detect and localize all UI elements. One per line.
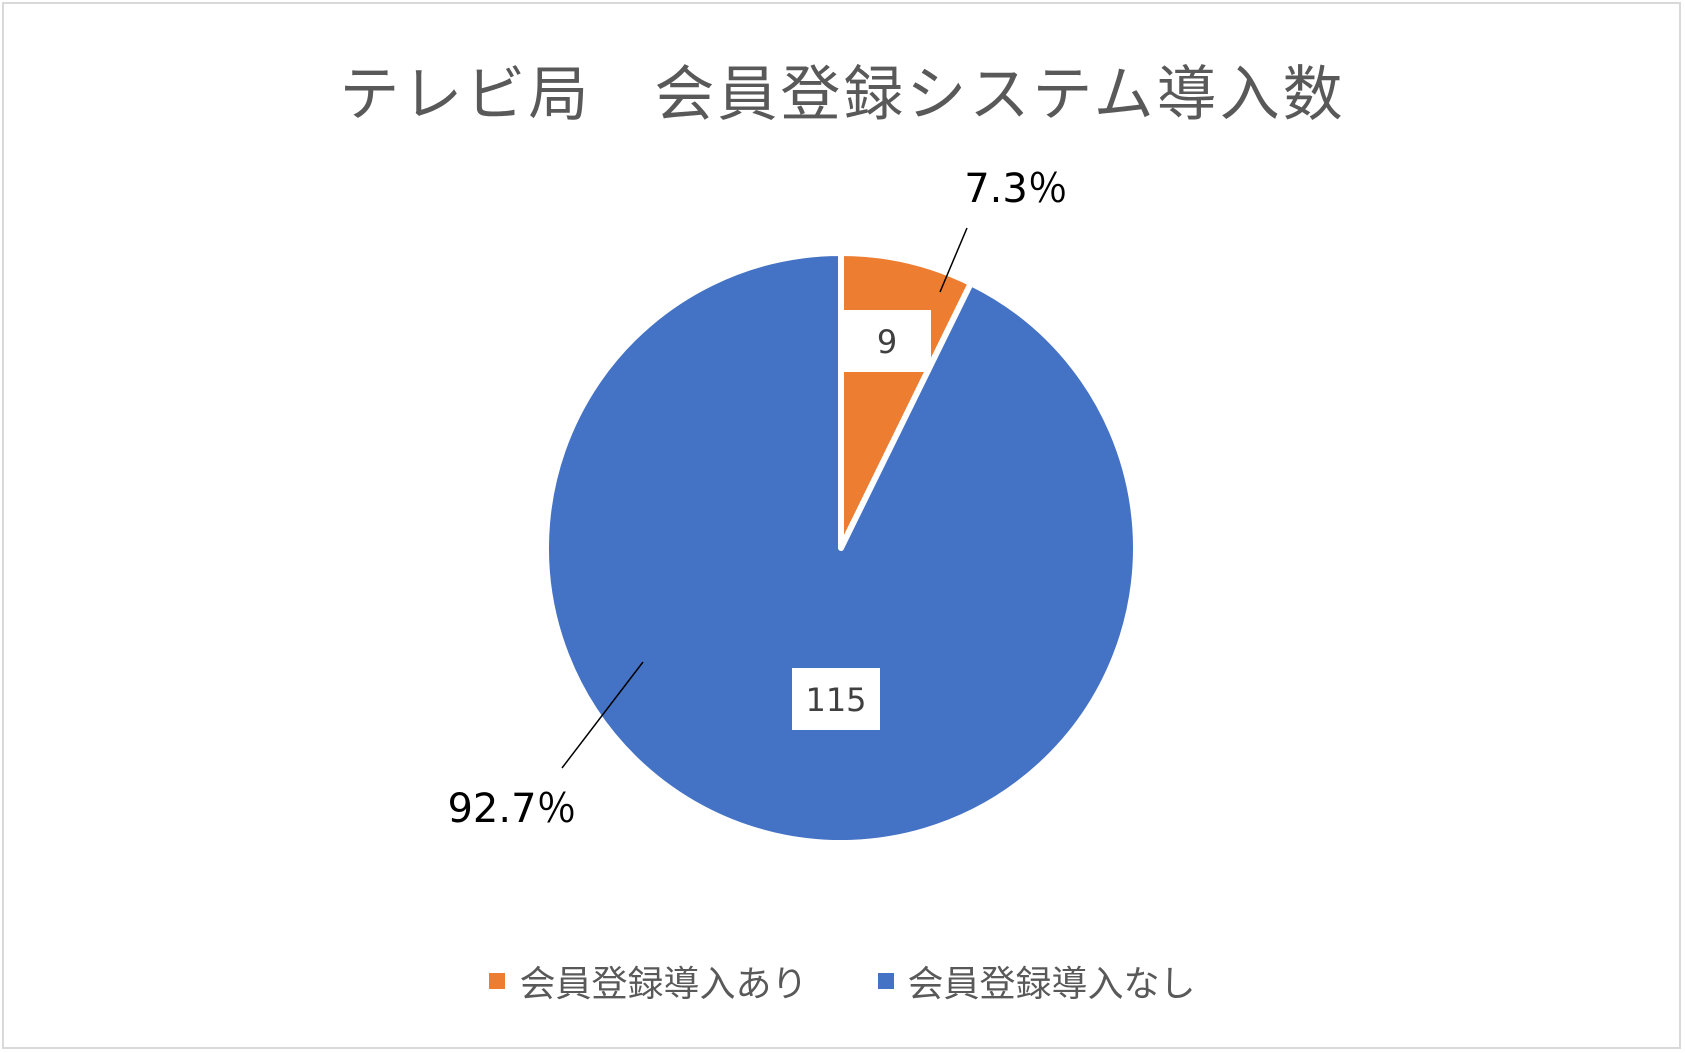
value-label-box-no bbox=[792, 668, 880, 730]
legend-swatch-no bbox=[877, 973, 894, 989]
value-label-no: 115 bbox=[805, 681, 866, 719]
value-label-yes: 9 bbox=[877, 323, 897, 361]
legend-item-yes: 会員登録導入あり bbox=[489, 955, 808, 1007]
percent-label-no: 92.7％ bbox=[447, 786, 576, 832]
pie-slice-no bbox=[543, 250, 1139, 846]
value-label-box-yes bbox=[843, 310, 931, 372]
leader-line-no bbox=[561, 661, 644, 769]
legend-swatch-yes bbox=[489, 973, 506, 989]
chart-title: テレビ局 会員登録システム導入数 bbox=[339, 60, 1346, 130]
percent-label-yes: 7.3％ bbox=[964, 166, 1068, 212]
legend-label-no: 会員登録導入なし bbox=[907, 964, 1196, 1005]
legend-label-yes: 会員登録導入あり bbox=[519, 964, 808, 1005]
legend: 会員登録導入あり 会員登録導入なし bbox=[0, 955, 1685, 1007]
leader-line-yes bbox=[939, 227, 968, 293]
legend-item-no: 会員登録導入なし bbox=[877, 955, 1196, 1007]
